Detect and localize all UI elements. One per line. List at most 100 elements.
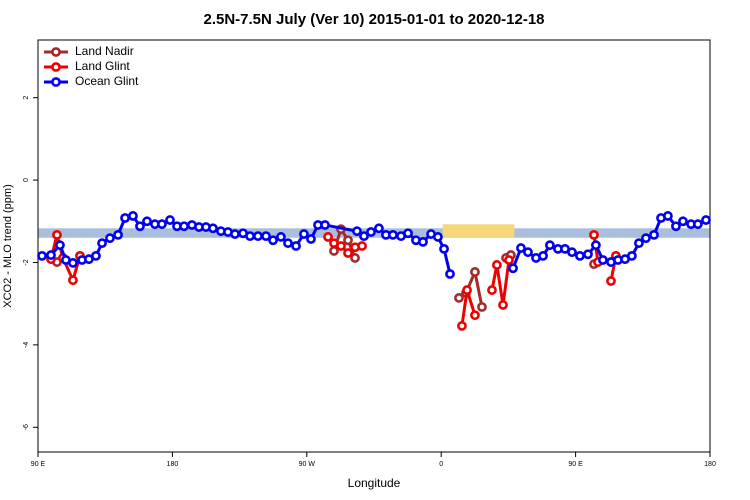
data-point bbox=[492, 260, 502, 270]
legend-label: Land Nadir bbox=[75, 44, 134, 58]
data-point bbox=[329, 246, 339, 256]
data-point bbox=[276, 232, 286, 242]
data-point bbox=[598, 255, 608, 265]
data-point bbox=[470, 310, 480, 321]
data-point bbox=[567, 247, 577, 258]
data-point bbox=[113, 229, 123, 240]
data-point bbox=[591, 240, 601, 251]
data-point bbox=[68, 257, 78, 268]
data-point bbox=[68, 275, 78, 286]
data-point bbox=[498, 300, 508, 310]
data-point bbox=[245, 231, 255, 242]
data-point bbox=[323, 232, 333, 242]
data-point bbox=[128, 211, 138, 221]
data-point bbox=[46, 250, 56, 260]
data-point bbox=[583, 249, 593, 260]
x-tick-label: 90 E bbox=[568, 461, 583, 468]
data-point bbox=[352, 226, 362, 237]
data-point bbox=[261, 231, 271, 242]
data-point bbox=[320, 220, 330, 230]
data-point bbox=[299, 229, 309, 239]
data-point bbox=[470, 267, 480, 277]
data-point bbox=[306, 234, 316, 244]
x-axis-label: Longitude bbox=[348, 476, 401, 490]
data-point bbox=[179, 221, 189, 232]
legend-marker bbox=[51, 47, 61, 57]
data-point bbox=[504, 255, 514, 265]
data-point bbox=[388, 229, 398, 240]
data-point bbox=[649, 229, 659, 240]
data-point bbox=[91, 250, 101, 261]
legend-label: Ocean Glint bbox=[75, 74, 139, 88]
data-point bbox=[487, 285, 497, 295]
data-point bbox=[477, 302, 487, 312]
data-point bbox=[283, 238, 293, 249]
data-point bbox=[135, 221, 145, 232]
y-axis-label: XCO2 - MLO trend (ppm) bbox=[2, 184, 14, 307]
chart-title: 2.5N-7.5N July (Ver 10) 2015-01-01 to 20… bbox=[203, 11, 544, 28]
data-point bbox=[157, 219, 167, 230]
data-point bbox=[52, 229, 62, 240]
y-tick-label: 0 bbox=[23, 178, 30, 182]
data-point bbox=[418, 236, 428, 247]
data-point bbox=[538, 250, 548, 261]
data-point bbox=[462, 285, 472, 295]
data-point bbox=[253, 231, 263, 242]
y-tick-label: 2 bbox=[23, 96, 30, 100]
data-point bbox=[508, 263, 518, 274]
y-tick-label: -2 bbox=[23, 259, 30, 265]
y-tick-label: -4 bbox=[23, 342, 30, 348]
data-point bbox=[523, 247, 533, 258]
data-point bbox=[516, 243, 526, 253]
x-tick-label: 90 E bbox=[31, 461, 46, 468]
data-point bbox=[350, 253, 360, 263]
highlight-region bbox=[442, 224, 515, 238]
data-point bbox=[626, 250, 637, 261]
series-line bbox=[490, 259, 511, 306]
data-point bbox=[445, 269, 455, 279]
data-point bbox=[641, 233, 651, 244]
data-point bbox=[374, 223, 384, 234]
data-point bbox=[230, 229, 240, 239]
data-point bbox=[291, 241, 301, 251]
x-tick-label: 90 W bbox=[299, 461, 316, 468]
data-point bbox=[343, 248, 353, 258]
legend-label: Land Glint bbox=[75, 59, 130, 73]
data-point bbox=[366, 227, 376, 237]
data-point bbox=[208, 223, 218, 234]
data-point bbox=[433, 232, 443, 242]
data-point bbox=[457, 321, 467, 331]
data-point bbox=[454, 293, 464, 303]
legend-marker bbox=[51, 77, 61, 87]
data-point bbox=[142, 216, 152, 227]
data-point bbox=[343, 235, 353, 246]
data-point bbox=[606, 276, 616, 286]
data-point bbox=[671, 221, 681, 232]
legend-marker bbox=[51, 62, 61, 72]
data-point bbox=[678, 216, 688, 227]
x-tick-label: 180 bbox=[704, 461, 716, 468]
data-point bbox=[545, 240, 555, 251]
data-point bbox=[439, 243, 449, 254]
plot-border bbox=[37, 39, 711, 453]
data-point bbox=[165, 215, 175, 225]
data-point bbox=[357, 241, 367, 251]
data-point bbox=[55, 240, 65, 251]
data-point bbox=[105, 233, 115, 244]
x-tick-label: 0 bbox=[439, 461, 443, 468]
y-tick-label: -6 bbox=[23, 424, 30, 430]
data-point bbox=[336, 241, 346, 251]
data-point bbox=[634, 238, 644, 249]
data-point bbox=[37, 250, 47, 261]
data-point bbox=[359, 231, 369, 242]
data-point bbox=[403, 228, 413, 239]
data-point bbox=[575, 250, 585, 261]
data-point bbox=[120, 213, 130, 223]
data-point bbox=[97, 238, 107, 249]
data-point bbox=[589, 229, 599, 240]
data-point bbox=[693, 219, 703, 230]
data-point bbox=[701, 215, 711, 225]
data-point bbox=[662, 211, 673, 221]
x-tick-label: 180 bbox=[167, 461, 179, 468]
